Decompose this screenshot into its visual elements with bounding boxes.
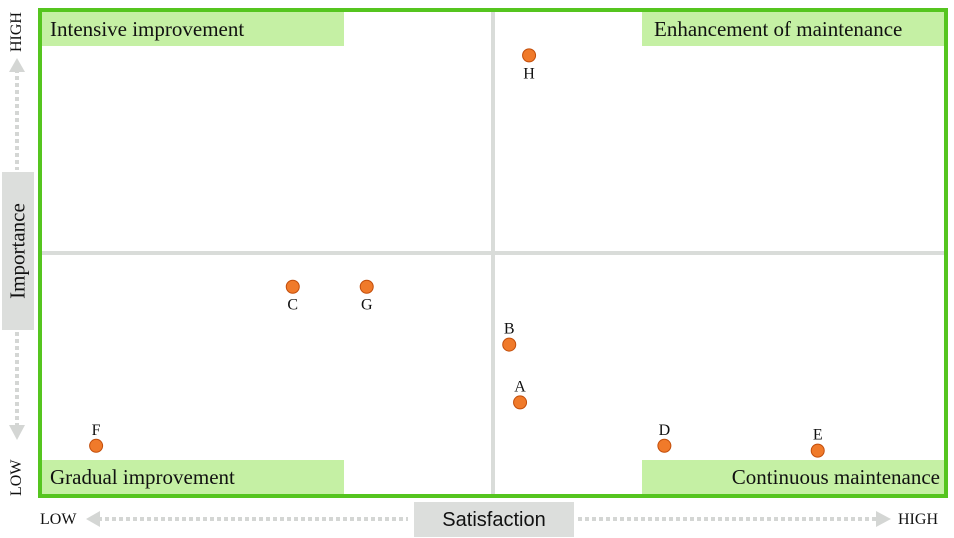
data-label-e: E: [813, 427, 823, 444]
x-arrow-left-icon: [86, 511, 100, 527]
data-label-b: B: [504, 321, 515, 338]
x-axis-title: Satisfaction: [414, 502, 574, 537]
data-point-h: [522, 48, 537, 63]
quadrant-label-bottom-right: Continuous maintenance: [642, 460, 944, 494]
data-label-g: G: [361, 297, 373, 314]
quadrant-label-top-right: Enhancement of maintenance: [642, 12, 944, 46]
quadrant-label-bottom-left: Gradual improvement: [42, 460, 344, 494]
y-axis-title-text: Importance: [5, 203, 30, 299]
data-point-b: [502, 337, 517, 352]
y-arrow-up-icon: [9, 58, 25, 72]
data-label-c: C: [287, 297, 298, 314]
quadrant-dividers: [42, 12, 944, 494]
x-axis-low-label: LOW: [40, 511, 77, 528]
data-point-d: [657, 438, 672, 453]
data-label-d: D: [659, 422, 671, 439]
data-point-c: [285, 279, 300, 294]
y-arrow-down-icon: [9, 425, 25, 440]
y-axis-arrow: [9, 58, 25, 440]
x-axis-title-text: Satisfaction: [442, 509, 546, 531]
quadrant-label-top-left: Intensive improvement: [42, 12, 344, 46]
data-label-a: A: [514, 378, 526, 395]
data-point-f: [89, 438, 104, 453]
y-axis-title: Importance: [2, 172, 34, 330]
data-point-e: [810, 443, 825, 458]
x-axis-high-label: HIGH: [898, 511, 938, 528]
x-axis-arrow: [86, 511, 891, 527]
x-arrow-right-icon: [876, 511, 891, 527]
data-label-h: H: [523, 65, 535, 82]
data-point-g: [359, 279, 374, 294]
data-label-f: F: [92, 422, 101, 439]
data-points: A B C D E F G H: [89, 48, 825, 458]
data-point-a: [513, 395, 528, 410]
